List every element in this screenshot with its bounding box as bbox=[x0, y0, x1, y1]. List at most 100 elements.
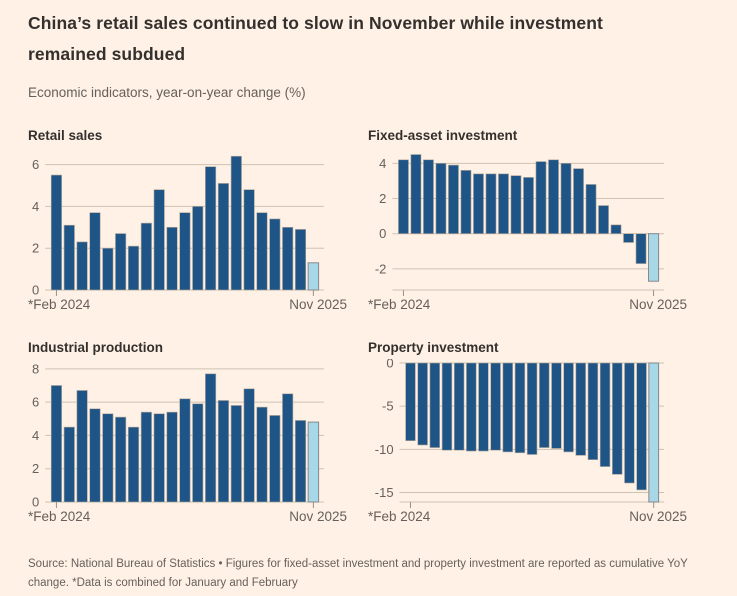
industrial-production-bar-chart: 8 6 4 2 0*Feb 2024 Nov 2025 bbox=[28, 362, 347, 525]
bar bbox=[612, 362, 623, 475]
bar bbox=[560, 163, 572, 235]
bar bbox=[205, 166, 217, 291]
x-axis-end-label: Nov 2025 bbox=[289, 297, 347, 312]
y-axis-tick-label: 4 bbox=[32, 428, 39, 443]
bar bbox=[624, 362, 635, 484]
x-axis-start-label: *Feb 2024 bbox=[28, 297, 91, 312]
bar bbox=[192, 206, 204, 291]
bar bbox=[63, 225, 75, 291]
bar bbox=[50, 175, 62, 291]
bar bbox=[502, 362, 513, 453]
bar bbox=[294, 229, 307, 291]
bar bbox=[441, 362, 453, 451]
bar bbox=[50, 385, 62, 503]
bar bbox=[548, 159, 559, 235]
bar bbox=[217, 400, 229, 503]
x-axis-start-label: *Feb 2024 bbox=[368, 509, 431, 524]
panel-title-property-investment: Property investment bbox=[368, 340, 499, 356]
bar bbox=[166, 227, 178, 291]
bar bbox=[256, 212, 268, 291]
bar bbox=[89, 212, 101, 291]
bar-highlighted bbox=[648, 362, 660, 503]
bar bbox=[410, 154, 422, 235]
chart-panel-retail-sales: Retail sales 6 4 2 0 *Feb 2024 Nov 2025 bbox=[28, 127, 348, 315]
bar bbox=[485, 173, 497, 235]
bar bbox=[127, 246, 140, 291]
bar bbox=[282, 227, 294, 291]
panel-title-fixed-asset-investment: Fixed-asset investment bbox=[368, 128, 518, 144]
bar bbox=[205, 373, 217, 503]
bar bbox=[599, 362, 611, 468]
bar bbox=[76, 241, 88, 291]
x-axis-start-label: *Feb 2024 bbox=[28, 509, 91, 524]
chart-panel-property-investment: Property investment 0 -5 -10 -15 *Feb 2024 No… bbox=[368, 339, 688, 527]
bar bbox=[510, 175, 522, 235]
x-axis-end-label: Nov 2025 bbox=[629, 509, 687, 524]
bar bbox=[398, 159, 409, 235]
bar bbox=[115, 417, 127, 503]
bar bbox=[282, 393, 294, 503]
y-axis-tick-label: 2 bbox=[379, 191, 386, 206]
bar bbox=[523, 177, 534, 235]
bar bbox=[473, 173, 484, 235]
bar bbox=[514, 362, 526, 454]
bar bbox=[192, 403, 204, 503]
chart-panel-fixed-asset-investment: Fixed-asset investment 4 2 0 -2 *Feb 2024 Nov… bbox=[368, 127, 688, 315]
bar bbox=[153, 189, 165, 291]
bar bbox=[575, 362, 586, 456]
bar-highlighted bbox=[307, 421, 320, 503]
bar bbox=[453, 362, 465, 451]
panel-title-retail-sales: Retail sales bbox=[28, 128, 103, 144]
bar bbox=[498, 173, 509, 235]
bar bbox=[635, 233, 647, 265]
bar bbox=[153, 413, 165, 503]
bar bbox=[76, 390, 88, 503]
bar bbox=[127, 427, 140, 503]
bar bbox=[217, 183, 229, 291]
bar bbox=[179, 212, 191, 291]
page-subtitle: Economic indicators, year-on-year change… bbox=[28, 85, 306, 101]
bar bbox=[598, 205, 609, 235]
bar bbox=[230, 156, 242, 291]
y-axis-tick-label: 0 bbox=[32, 495, 39, 510]
bar bbox=[466, 362, 477, 452]
bar bbox=[448, 165, 459, 235]
x-axis-end-label: Nov 2025 bbox=[629, 297, 687, 312]
page-title: China’s retail sales continued to slow i… bbox=[28, 13, 603, 65]
y-axis-tick-label: 6 bbox=[32, 157, 39, 172]
y-axis-tick-label: 6 bbox=[32, 395, 39, 410]
bar bbox=[115, 233, 127, 291]
bar bbox=[610, 224, 622, 235]
bar bbox=[490, 362, 501, 451]
bar bbox=[460, 170, 472, 235]
bar bbox=[269, 415, 281, 503]
y-axis-tick-label: 2 bbox=[32, 461, 39, 476]
bar bbox=[140, 223, 152, 291]
panel-title-industrial-production: Industrial production bbox=[28, 340, 163, 356]
bar bbox=[89, 408, 101, 503]
bar bbox=[423, 159, 434, 235]
property-investment-bar-chart: 0 -5 -10 -15 *Feb 2024 Nov 2025 bbox=[368, 359, 687, 524]
bar bbox=[478, 362, 489, 452]
bar bbox=[294, 420, 307, 503]
bar bbox=[585, 184, 597, 235]
bar bbox=[243, 189, 255, 291]
y-axis-tick-label: 0 bbox=[32, 283, 39, 298]
bar bbox=[563, 362, 574, 453]
bar bbox=[623, 233, 634, 244]
y-axis-tick-label: 8 bbox=[32, 362, 39, 377]
source-note: Source: National Bureau of Statistics • … bbox=[28, 558, 688, 589]
bar bbox=[551, 362, 562, 450]
bar bbox=[587, 362, 599, 461]
bar bbox=[230, 405, 242, 503]
charts-grid: Retail sales 6 4 2 0 *Feb 2024 Nov 2025 Fixed… bbox=[28, 127, 687, 527]
x-axis-end-label: Nov 2025 bbox=[289, 509, 347, 524]
bar bbox=[405, 362, 416, 442]
y-axis-tick-label: 2 bbox=[32, 241, 39, 256]
y-axis-tick-label: -10 bbox=[375, 442, 394, 457]
x-axis-start-label: *Feb 2024 bbox=[368, 297, 431, 312]
chart-header: China’s retail sales continued to slow i… bbox=[0, 0, 737, 100]
bar bbox=[166, 412, 178, 503]
y-axis-tick-label: -2 bbox=[375, 262, 387, 277]
bar bbox=[526, 362, 538, 456]
